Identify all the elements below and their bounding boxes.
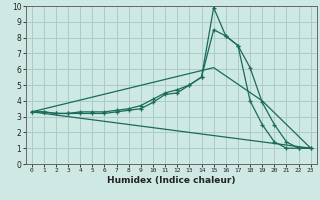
X-axis label: Humidex (Indice chaleur): Humidex (Indice chaleur) <box>107 176 236 185</box>
